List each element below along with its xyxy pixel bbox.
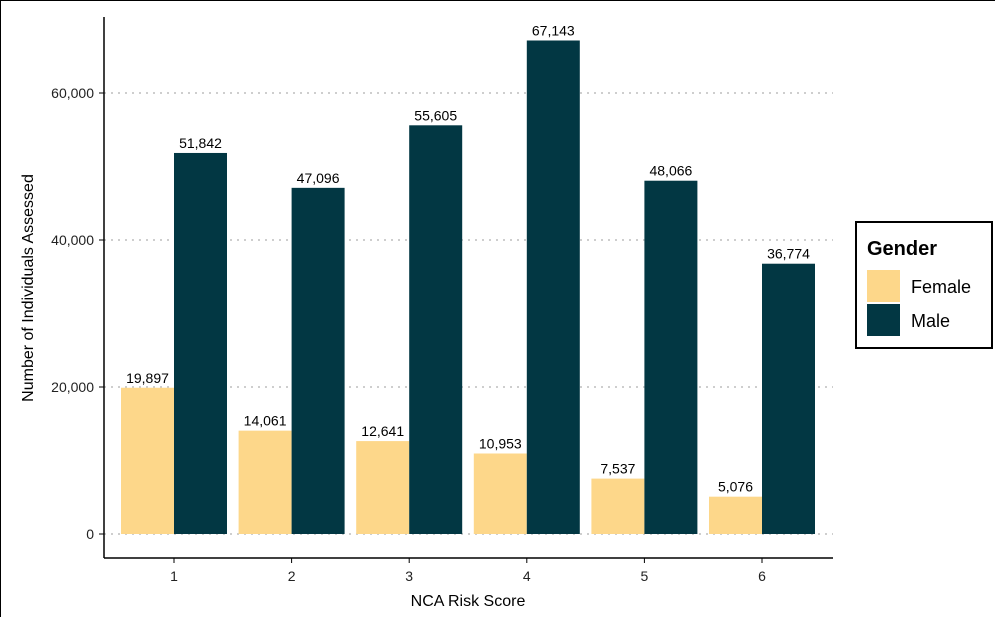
- data-label-male-6: 36,774: [767, 246, 810, 262]
- bar-female-4: [473, 453, 527, 534]
- data-label-female-6: 5,076: [718, 479, 753, 495]
- bar-female-3: [356, 441, 410, 534]
- bar-male-4: [526, 40, 580, 534]
- legend-label-female: Female: [911, 277, 971, 297]
- bar-male-3: [409, 125, 463, 534]
- data-label-female-3: 12,641: [361, 423, 404, 439]
- legend: Gender Female Male: [855, 221, 993, 349]
- y-axis-title: Number of Individuals Assessed: [20, 174, 37, 402]
- legend-label-male: Male: [911, 311, 950, 331]
- legend-items: Female Male: [867, 270, 971, 336]
- bar-male-1: [174, 152, 227, 534]
- axes: 0 20,000 40,000 60,000 1 2 3 4 5 6: [51, 17, 833, 584]
- data-label-male-4: 67,143: [532, 22, 575, 38]
- data-label-male-5: 48,066: [649, 163, 692, 179]
- y-tick-label: 0: [86, 526, 94, 542]
- x-tick-label: 2: [288, 568, 296, 584]
- data-label-female-4: 10,953: [479, 435, 522, 451]
- bar-female-6: [709, 496, 762, 534]
- data-label-male-1: 51,842: [179, 135, 222, 151]
- legend-swatch-female: [867, 270, 900, 302]
- data-label-female-1: 19,897: [126, 370, 169, 386]
- bar-male-5: [644, 180, 698, 534]
- y-tick-label: 20,000: [51, 379, 94, 395]
- data-label-male-3: 55,605: [414, 107, 457, 123]
- bar-male-2: [291, 187, 345, 534]
- grid-lines: [104, 92, 833, 535]
- data-label-female-5: 7,537: [600, 461, 635, 477]
- x-tick-label: 3: [405, 568, 413, 584]
- legend-swatch-male: [867, 304, 900, 336]
- x-tick-label: 4: [523, 568, 531, 584]
- x-tick-label: 5: [641, 568, 649, 584]
- bars: [121, 40, 815, 534]
- y-tick-label: 40,000: [51, 232, 94, 248]
- x-axis-title: NCA Risk Score: [411, 593, 526, 610]
- x-tick-label: 1: [170, 568, 178, 584]
- bar-female-2: [238, 430, 292, 534]
- bar-female-1: [121, 387, 174, 534]
- data-label-female-2: 14,061: [244, 413, 287, 429]
- bar-female-5: [591, 478, 645, 534]
- x-tick-label: 6: [758, 568, 766, 584]
- legend-title: Gender: [867, 238, 937, 260]
- bar-male-6: [762, 263, 815, 534]
- data-labels: 19,897 51,842 14,061 47,096 12,641 55,605 10,9…: [126, 22, 810, 494]
- data-label-male-2: 47,096: [297, 170, 340, 186]
- y-tick-label: 60,000: [51, 85, 94, 101]
